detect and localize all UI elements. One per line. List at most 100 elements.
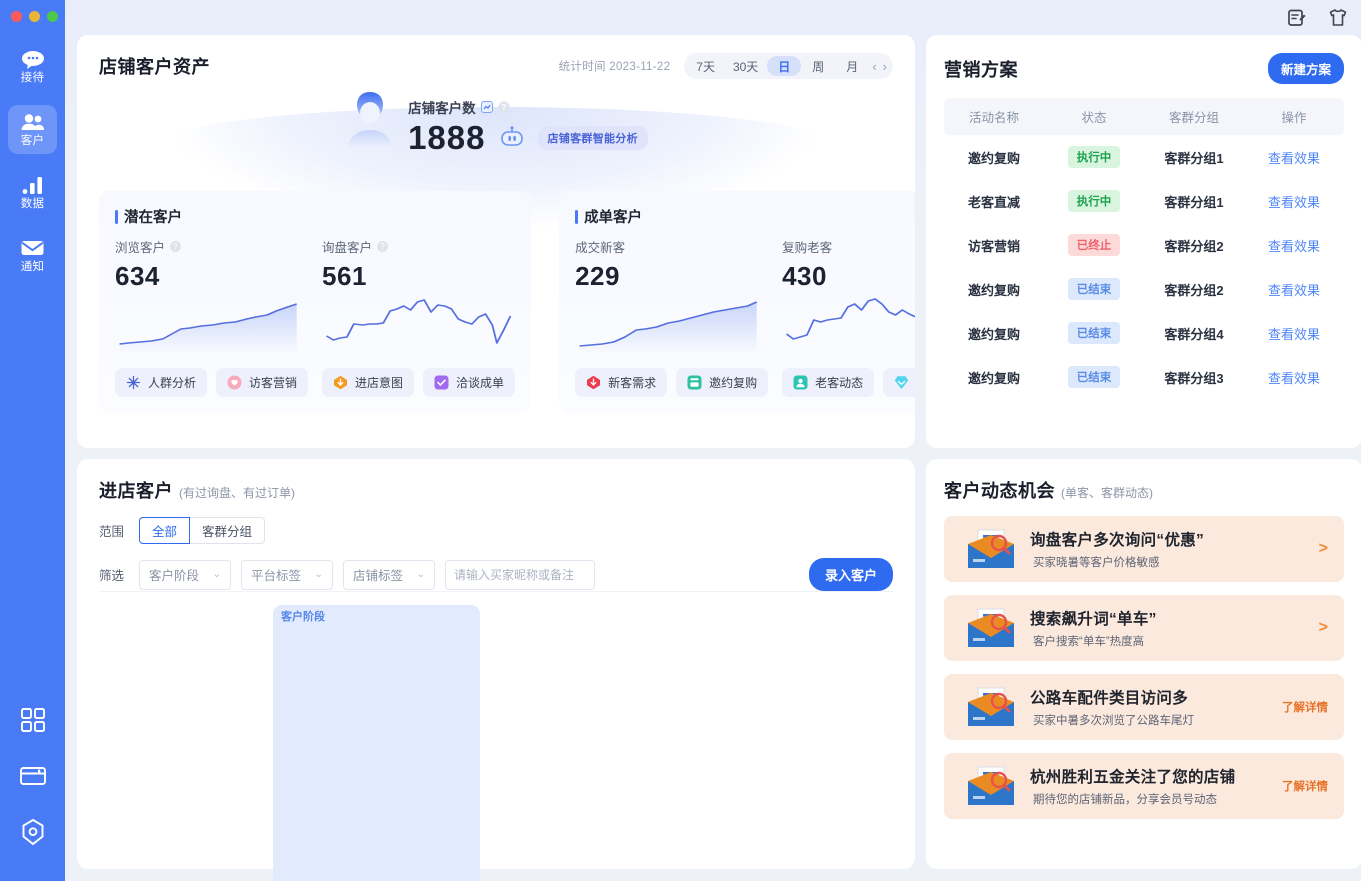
opportunity-item[interactable]: 询盘客户多次询问“优惠” 买家晓暑等客户价格敏感 > <box>944 516 1344 582</box>
scope-option-group[interactable]: 客群分组 <box>190 517 266 544</box>
cell-group: 客群分组1 <box>1164 150 1224 166</box>
grid-apps-icon[interactable] <box>18 705 48 735</box>
button-old-customer-discount[interactable]: 老客直减 <box>883 368 915 397</box>
help-icon[interactable]: ? <box>170 241 182 252</box>
page-title: 店铺客户资产 <box>99 57 210 77</box>
range-prev-button[interactable]: ‹ <box>872 58 877 74</box>
chevron-right-icon[interactable]: > <box>1318 540 1328 557</box>
table-row[interactable]: 邀约复购 已结束 客群分组3 查看效果 <box>944 355 1344 399</box>
button-store-intent[interactable]: 进店意图 <box>322 368 415 397</box>
range-next-button[interactable]: › <box>882 58 887 74</box>
metric-value: 561 <box>322 261 367 291</box>
cell-status: 已终止 <box>1044 223 1144 267</box>
learn-more-link[interactable]: 了解详情 <box>1282 781 1328 793</box>
cell-action: 查看效果 <box>1244 267 1344 311</box>
tshirt-theme-icon[interactable] <box>1328 8 1348 28</box>
opportunity-desc: 买家中暑多次浏览了公路车尾灯 <box>1033 715 1194 727</box>
opportunity-item[interactable]: 杭州胜利五金关注了您的店铺 期待您的店铺新品，分享会员号动态 了解详情 <box>944 753 1344 819</box>
view-effect-link[interactable]: 查看效果 <box>1267 238 1320 254</box>
button-negotiation-deal[interactable]: 洽谈成单 <box>423 368 516 397</box>
button-old-customer-activity[interactable]: 老客动态 <box>782 368 875 397</box>
sparkline-browse-customers <box>115 298 308 356</box>
table-row[interactable]: 老客直减 执行中 客群分组1 查看效果 <box>944 179 1344 223</box>
hero-value: 1888 <box>408 119 486 156</box>
table-row[interactable]: 访客营销 已终止 客群分组2 查看效果 <box>944 223 1344 267</box>
sidebar-item-label: 数据 <box>20 198 45 210</box>
range-month[interactable]: 月 <box>846 59 859 74</box>
select-label: 平台标签 <box>251 569 302 583</box>
svg-text:?: ? <box>501 103 506 112</box>
opportunity-item[interactable]: 公路车配件类目访问多 买家中暑多次浏览了公路车尾灯 了解详情 <box>944 674 1344 740</box>
select-shop-tag[interactable]: 店铺标签 ⌄ <box>343 559 435 590</box>
edit-note-icon[interactable] <box>1286 8 1306 28</box>
help-icon[interactable]: ? <box>377 241 389 252</box>
marketing-table: 活动名称 状态 客群分组 操作 邀约复购 执行中 客群分组1 查 <box>944 98 1344 399</box>
table-row[interactable]: 邀约复购 已结束 客群分组2 查看效果 <box>944 267 1344 311</box>
down-arrow-icon <box>586 375 601 390</box>
sidebar-item-data[interactable]: 数据 <box>8 168 57 217</box>
select-platform-tag[interactable]: 平台标签 ⌄ <box>241 559 333 590</box>
range-7d[interactable]: 7天 <box>696 59 715 74</box>
section-title: 进店客户 <box>99 481 173 501</box>
metric-browse-customers: 浏览客户? 634 <box>115 237 309 397</box>
window-icon[interactable] <box>18 761 48 791</box>
range-30d[interactable]: 30天 <box>732 59 759 74</box>
learn-more-link[interactable]: 了解详情 <box>1282 702 1328 714</box>
range-day[interactable]: 日 <box>767 56 802 76</box>
close-window-button[interactable] <box>11 11 22 22</box>
view-effect-link[interactable]: 查看效果 <box>1267 194 1320 210</box>
button-crowd-analysis[interactable]: 人群分析 <box>115 368 208 397</box>
sidebar-item-reception[interactable]: 接待 <box>8 42 57 91</box>
view-effect-link[interactable]: 查看效果 <box>1267 282 1320 298</box>
store-visit-customers-card: 进店客户 (有过询盘、有过订单) 范围 全部 客群分组 筛选 客户阶段 <box>77 459 915 881</box>
button-new-customer-demand[interactable]: 新客需求 <box>575 368 668 397</box>
button-invite-repurchase[interactable]: 邀约复购 <box>676 368 769 397</box>
table-row[interactable]: 邀约复购 已结束 客群分组4 查看效果 <box>944 311 1344 355</box>
range-week[interactable]: 周 <box>812 59 825 74</box>
cell-name: 邀约复购 <box>967 150 1020 166</box>
metric-new-deal-customers: 成交新客 229 <box>575 237 769 397</box>
maximize-window-button[interactable] <box>47 11 58 22</box>
scope-option-all[interactable]: 全部 <box>139 517 191 544</box>
snowflake-icon <box>126 375 141 390</box>
cell-group: 客群分组2 <box>1164 238 1224 254</box>
section-title: 营销方案 <box>944 59 1018 80</box>
select-customer-stage[interactable]: 客户阶段 ⌄ <box>139 559 231 590</box>
view-effect-link[interactable]: 查看效果 <box>1267 370 1320 386</box>
right-column: 营销方案 新建方案 活动名称 状态 客群分组 操作 <box>926 35 1361 869</box>
hero-label: 店铺客户数 <box>408 101 476 116</box>
opportunity-heading: 搜索飙升词“单车” <box>1030 611 1157 628</box>
button-visitor-marketing[interactable]: 访客营销 <box>216 368 309 397</box>
column-header-action: 操作 <box>1244 98 1344 135</box>
cell-action: 查看效果 <box>1244 179 1344 223</box>
customer-row[interactable]: L2 买家大暑 客户阶段 平台标签 店铺标签 店铺标签 <box>99 591 893 881</box>
new-plan-button[interactable]: 新建方案 <box>1267 53 1344 84</box>
enroll-customer-button[interactable]: 录入客户 <box>808 558 893 591</box>
hexagon-settings-icon[interactable] <box>18 817 48 847</box>
table-row[interactable]: 邀约复购 执行中 客群分组1 查看效果 <box>944 135 1344 179</box>
chevron-right-icon[interactable]: > <box>1318 619 1328 636</box>
robot-icon[interactable] <box>498 126 526 150</box>
cell-name: 访客营销 <box>967 238 1020 254</box>
filter-row: 筛选 客户阶段 ⌄ 平台标签 ⌄ 店铺标签 ⌄ <box>99 558 893 591</box>
sidebar-item-notifications[interactable]: 通知 <box>8 231 57 280</box>
chart-toggle-icon[interactable] <box>480 101 493 113</box>
ai-analysis-badge[interactable]: 店铺客群智能分析 <box>537 126 648 150</box>
minimize-window-button[interactable] <box>29 11 40 22</box>
sidebar: 接待 客户 数据 通知 <box>0 0 65 881</box>
view-effect-link[interactable]: 查看效果 <box>1267 150 1320 166</box>
view-effect-link[interactable]: 查看效果 <box>1267 326 1320 342</box>
sparkline-repurchase-customers <box>782 298 915 356</box>
sidebar-item-label: 通知 <box>20 261 45 273</box>
search-input[interactable] <box>446 567 594 582</box>
cell-name: 邀约复购 <box>967 370 1020 386</box>
opportunity-heading: 公路车配件类目访问多 <box>1030 690 1189 707</box>
check-square-icon <box>434 375 449 390</box>
button-label: 邀约复购 <box>709 376 758 390</box>
opportunity-desc: 客户搜索“单车”热度高 <box>1033 636 1145 648</box>
cell-status: 已结束 <box>1044 355 1144 399</box>
sidebar-item-customers[interactable]: 客户 <box>8 105 57 154</box>
opportunity-item[interactable]: 搜索飙升词“单车” 客户搜索“单车”热度高 > <box>944 595 1344 661</box>
help-icon[interactable]: ? <box>497 101 510 113</box>
content-columns: 店铺客户资产 统计时间 2023-11-22 7天 30天 日 周 月 ‹ › <box>65 35 1361 881</box>
